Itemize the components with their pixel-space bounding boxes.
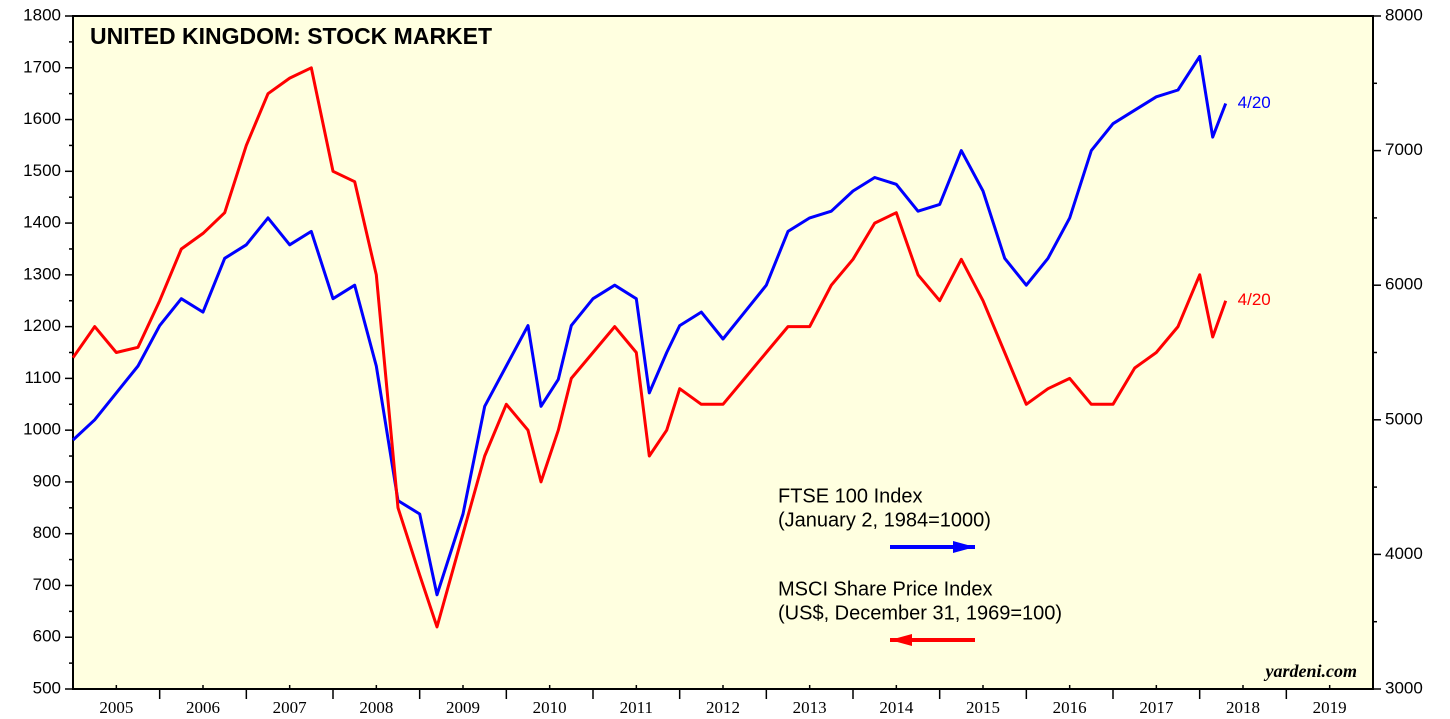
end-label: 4/20 xyxy=(1238,290,1271,309)
y-tick-label: 1400 xyxy=(23,213,61,232)
y-tick-label: 900 xyxy=(33,471,61,490)
x-tick-label: 2005 xyxy=(99,698,133,717)
legend-name: MSCI Share Price Index xyxy=(778,578,993,600)
x-tick-label: 2012 xyxy=(706,698,740,717)
y2-tick-label: 3000 xyxy=(1385,678,1423,697)
chart-title: UNITED KINGDOM: STOCK MARKET xyxy=(90,23,492,49)
y2-tick-label: 8000 xyxy=(1385,5,1423,24)
y2-tick-label: 6000 xyxy=(1385,275,1423,294)
legend-arrow-head xyxy=(890,634,912,646)
x-tick-label: 2009 xyxy=(446,698,480,717)
legend-arrow-head xyxy=(953,541,975,553)
y-tick-label: 1300 xyxy=(23,264,61,283)
y2-tick-label: 7000 xyxy=(1385,140,1423,159)
legend-subtitle: (January 2, 1984=1000) xyxy=(778,509,991,531)
x-tick-label: 2006 xyxy=(186,698,220,717)
y-tick-label: 1800 xyxy=(23,5,61,24)
y-tick-label: 1100 xyxy=(24,368,61,387)
legend-name: FTSE 100 Index xyxy=(778,485,923,507)
x-tick-label: 2016 xyxy=(1053,698,1087,717)
x-tick-label: 2014 xyxy=(879,698,914,717)
source: yardeni.com xyxy=(1264,661,1358,681)
x-tick-label: 2011 xyxy=(620,698,653,717)
y2-tick-label: 5000 xyxy=(1385,409,1423,428)
y-tick-label: 700 xyxy=(33,575,61,594)
series-line xyxy=(71,66,1228,629)
plot-area xyxy=(72,15,1374,690)
x-tick-label: 2018 xyxy=(1226,698,1260,717)
y2-tick-label: 4000 xyxy=(1385,544,1423,563)
x-tick-label: 2019 xyxy=(1313,698,1347,717)
y-tick-label: 500 xyxy=(33,678,61,697)
y-tick-label: 800 xyxy=(33,523,61,542)
x-tick-label: 2008 xyxy=(359,698,393,717)
y-tick-label: 600 xyxy=(33,627,61,646)
legend-subtitle: (US$, December 31, 1969=100) xyxy=(778,602,1062,624)
y-tick-label: 1700 xyxy=(23,57,61,76)
x-tick-label: 2010 xyxy=(533,698,567,717)
x-tick-label: 2007 xyxy=(273,698,308,717)
y-tick-label: 1000 xyxy=(23,420,61,439)
series-line xyxy=(71,54,1228,597)
x-tick-label: 2017 xyxy=(1139,698,1174,717)
y-tick-label: 1600 xyxy=(23,109,61,128)
x-tick-label: 2013 xyxy=(793,698,827,717)
end-label: 4/20 xyxy=(1238,93,1271,112)
y-tick-label: 1500 xyxy=(23,161,61,180)
y-tick-label: 1200 xyxy=(23,316,61,335)
x-tick-label: 2015 xyxy=(966,698,1000,717)
